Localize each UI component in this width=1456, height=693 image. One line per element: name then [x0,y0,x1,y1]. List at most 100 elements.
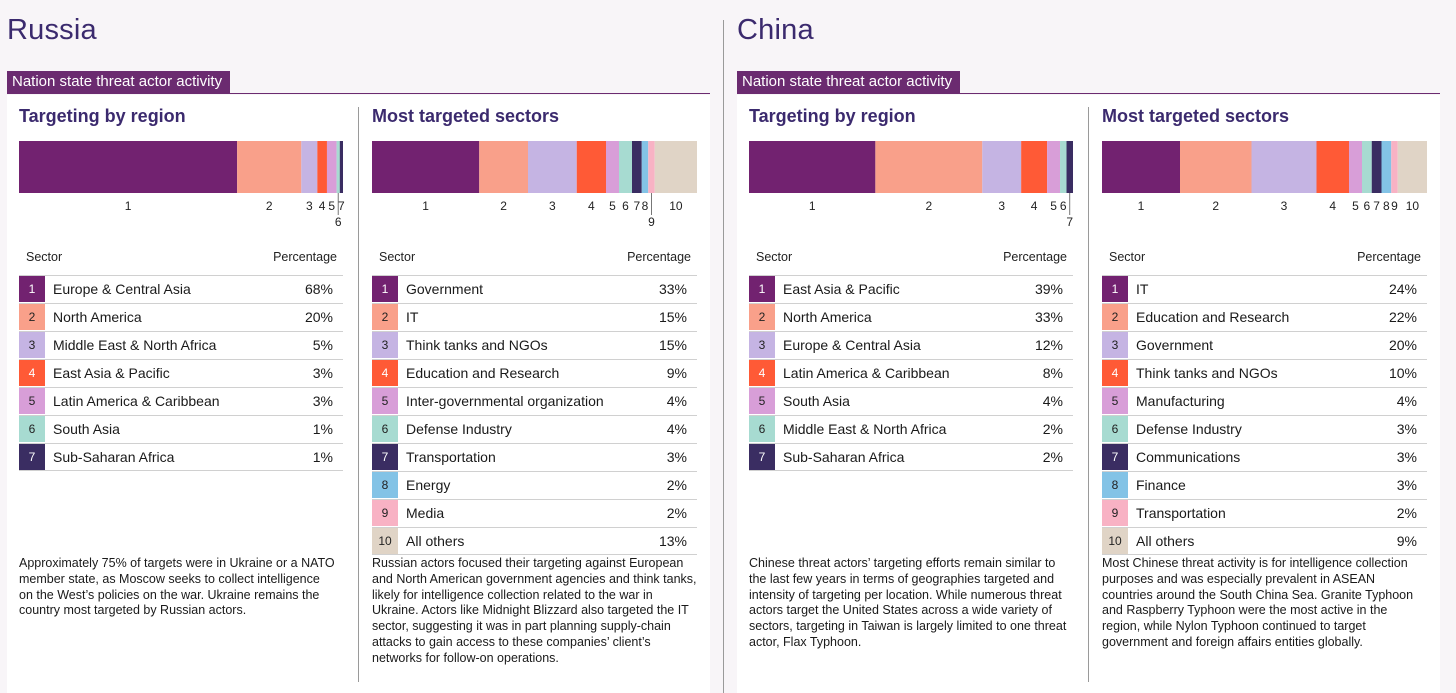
bar-segment-label: 8 [642,199,649,213]
row-number-badge: 8 [372,472,398,498]
table-row: 7 Transportation 3% [372,443,697,470]
country-divider [723,20,724,693]
row-number-badge: 3 [1102,332,1128,358]
row-label: Transportation [1136,505,1226,521]
row-label: All others [406,533,465,549]
sector-column-header: Sector [756,250,793,264]
bar-segment-label: 9 [648,215,655,229]
country-section-china: China Nation state threat actor activity… [730,0,1450,693]
row-label: East Asia & Pacific [783,281,900,297]
row-number-badge: 2 [19,304,45,330]
row-label: North America [783,309,872,325]
bar-segment-label: 2 [266,199,273,213]
table-header: Sector Percentage [1102,250,1427,274]
row-number-badge: 7 [1102,444,1128,470]
table-row: 10 All others 13% [372,527,697,555]
bar-segment-label: 5 [609,199,616,213]
table-row: 4 Education and Research 9% [372,359,697,386]
bar-segment-label: 1 [125,199,132,213]
country-section-russia: Russia Nation state threat actor activit… [0,0,720,693]
bar-segment [749,141,876,193]
bar-segment-label: 3 [998,199,1005,213]
table-header: Sector Percentage [19,250,343,274]
table-row: 5 Latin America & Caribbean 3% [19,387,343,414]
country-title: China [737,14,814,46]
row-number-badge: 6 [372,416,398,442]
table-header: Sector Percentage [372,250,697,274]
row-number-badge: 2 [749,304,775,330]
sectors-heading: Most targeted sectors [1102,106,1290,126]
table-row: 9 Media 2% [372,499,697,526]
row-percentage: 4% [1042,393,1063,409]
row-number-badge: 7 [372,444,398,470]
bar-segment [632,141,642,193]
row-number-badge: 4 [749,360,775,386]
region-note: Approximately 75% of targets were in Ukr… [19,556,335,618]
row-number-badge: 2 [372,304,398,330]
banner-label: Nation state threat actor activity [737,71,961,93]
table-row: 2 North America 20% [19,303,343,330]
table-row: 3 Think tanks and NGOs 15% [372,331,697,358]
row-number-badge: 10 [372,528,398,554]
row-percentage: 2% [666,505,687,521]
bar-segment [648,141,655,193]
bar-segment [1021,141,1048,193]
row-number-badge: 1 [372,276,398,302]
bar-segment [1362,141,1372,193]
row-percentage: 22% [1388,309,1417,325]
row-number-badge: 3 [372,332,398,358]
bar-segment [1316,141,1349,193]
table-row: 4 Think tanks and NGOs 10% [1102,359,1427,386]
table-row: 6 Defense Industry 3% [1102,415,1427,442]
bar-segment-label: 4 [1329,199,1336,213]
bar-segment-label: 10 [669,199,683,213]
table-row: 8 Finance 3% [1102,471,1427,498]
row-label: All others [1136,533,1195,549]
sectors-column: Most targeted sectors 1 2 3 4 5 6 7 8 9 10 Sector… [1089,95,1440,693]
sectors-bar-chart: 1 2 3 4 5 6 7 8 9 10 [372,141,697,231]
bar-segment [326,141,337,193]
row-percentage: 9% [1396,533,1417,549]
row-percentage: 3% [1396,421,1417,437]
bar-segment-label: 2 [500,199,507,213]
row-percentage: 3% [666,449,687,465]
bar-segment-label: 4 [1031,199,1038,213]
bar-segment-label: 6 [1060,199,1067,213]
row-number-badge: 9 [1102,500,1128,526]
bar-segment [1047,141,1061,193]
table-row: 9 Transportation 2% [1102,499,1427,526]
bar-segment [336,141,340,193]
table-row: 3 Europe & Central Asia 12% [749,331,1073,358]
row-percentage: 68% [304,281,333,297]
row-percentage: 20% [304,309,333,325]
table-row: 4 Latin America & Caribbean 8% [749,359,1073,386]
bar-segment [317,141,327,193]
table-row: 2 North America 33% [749,303,1073,330]
bar-segment [1180,141,1252,193]
sector-column-header: Sector [26,250,63,264]
row-percentage: 3% [312,365,333,381]
bar-segment [1251,141,1317,193]
bar-segment-label: 4 [319,199,326,213]
bar-segment-label: 5 [1352,199,1359,213]
percentage-column-header: Percentage [1003,250,1067,264]
row-number-badge: 5 [749,388,775,414]
row-number-badge: 8 [1102,472,1128,498]
table-row: 1 IT 24% [1102,275,1427,302]
row-percentage: 5% [312,337,333,353]
row-percentage: 2% [1042,449,1063,465]
sectors-column: Most targeted sectors 1 2 3 4 5 6 7 8 9 10 Sector… [359,95,710,693]
region-heading: Targeting by region [749,106,916,126]
bar-segment [1102,141,1180,193]
bar-segment [576,141,606,193]
row-percentage: 3% [1396,449,1417,465]
row-label: North America [53,309,142,325]
table-row: 6 Defense Industry 4% [372,415,697,442]
bar-segment [19,141,238,193]
bar-segment [619,141,632,193]
row-number-badge: 5 [1102,388,1128,414]
row-label: Europe & Central Asia [53,281,191,297]
region-table: 1 East Asia & Pacific 39% 2 North America 33%… [749,275,1073,472]
row-percentage: 39% [1034,281,1063,297]
